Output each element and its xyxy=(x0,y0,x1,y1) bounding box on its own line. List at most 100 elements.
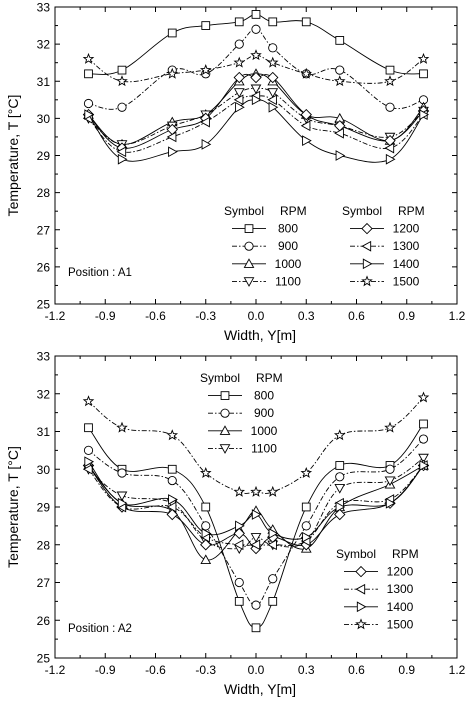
legend-label-1400: 1400 xyxy=(387,600,414,614)
series-line-800 xyxy=(88,13,424,75)
data-point-1400 xyxy=(168,494,178,505)
data-point-800 xyxy=(84,423,93,433)
data-point-1500 xyxy=(82,395,95,407)
data-point-900 xyxy=(167,475,177,486)
data-point-1200 xyxy=(233,527,245,540)
y-tick-label: 26 xyxy=(37,260,51,274)
data-point-1400 xyxy=(302,135,312,147)
y-tick-label: 32 xyxy=(37,387,51,401)
x-tick-label: -0.6 xyxy=(145,663,166,677)
series-1400 xyxy=(84,456,430,543)
data-point-1500 xyxy=(116,421,128,433)
data-point-1300 xyxy=(300,120,311,132)
x-tick-label: 0.9 xyxy=(398,309,415,323)
data-point-800 xyxy=(201,21,211,30)
x-tick-label: -0.3 xyxy=(195,663,216,677)
y-tick-label: 29 xyxy=(37,501,51,515)
data-point-1100 xyxy=(267,88,279,98)
data-point-1500 xyxy=(266,485,279,497)
legend-marker-1100 xyxy=(219,444,231,454)
x-tick-label: 0.3 xyxy=(298,309,315,323)
data-point-1500 xyxy=(266,56,279,68)
series-line-1400 xyxy=(88,461,424,540)
data-point-1200 xyxy=(250,71,262,84)
data-point-900 xyxy=(335,472,345,482)
series-1500 xyxy=(82,49,430,87)
legend-header-symbol: Symbol xyxy=(224,204,264,218)
data-point-1500 xyxy=(166,429,179,441)
legend-header-symbol: Symbol xyxy=(200,371,240,385)
data-point-1400 xyxy=(168,146,178,158)
chart-position-a1: -1.2 -0.9 -0.6 -0.3 0.0 0.3 0.6 0.9 1.2 25 26 27 28 2… xyxy=(5,1,466,344)
data-point-1300 xyxy=(166,501,177,513)
data-point-800 xyxy=(167,28,177,38)
data-point-1500 xyxy=(333,75,346,87)
x-tick-label: 1.2 xyxy=(449,663,466,677)
data-point-900 xyxy=(234,39,244,49)
x-tick-label: 0.9 xyxy=(398,663,415,677)
x-tick-label: -0.9 xyxy=(95,309,116,323)
legend-marker-1300 xyxy=(361,240,372,252)
y-axis-label: Temperature, T [°C] xyxy=(5,95,21,217)
series-1500 xyxy=(82,391,430,497)
legend-marker-900 xyxy=(220,408,230,418)
data-point-1500 xyxy=(233,56,246,68)
data-point-1500 xyxy=(199,64,212,76)
data-point-1100 xyxy=(116,491,128,502)
y-tick-label: 25 xyxy=(37,298,51,312)
y-tick-label: 31 xyxy=(37,425,51,439)
data-point-1400 xyxy=(84,456,95,468)
data-point-800 xyxy=(234,597,244,606)
legend-marker-1500 xyxy=(355,618,367,630)
data-point-1200 xyxy=(166,508,178,521)
legend-label-900: 900 xyxy=(254,406,274,420)
data-point-1500 xyxy=(333,429,346,441)
legend-label-1300: 1300 xyxy=(393,239,420,253)
y-tick-label: 30 xyxy=(37,112,51,126)
data-point-1400 xyxy=(335,150,346,161)
data-point-900 xyxy=(268,574,278,584)
data-point-1400 xyxy=(84,109,95,121)
x-tick-label: 0.0 xyxy=(248,663,265,677)
data-point-1500 xyxy=(166,67,179,79)
data-point-900 xyxy=(418,434,429,444)
series-line-1300 xyxy=(88,95,424,153)
data-point-800 xyxy=(201,502,211,512)
x-tick-label: -0.3 xyxy=(195,309,216,323)
chart-position-a2: -1.2 -0.9 -0.6 -0.3 0.0 0.3 0.6 0.9 1.2 25 26 27 28 2… xyxy=(5,350,466,698)
legend-marker-800 xyxy=(244,224,254,233)
legend-header-rpm: RPM xyxy=(256,371,283,385)
data-point-1300 xyxy=(267,539,277,551)
legend-marker-1400 xyxy=(356,601,367,613)
legend-label-800: 800 xyxy=(278,222,298,236)
x-tick-label: 1.2 xyxy=(449,309,466,323)
data-point-900 xyxy=(335,65,345,75)
data-point-1400 xyxy=(201,138,212,150)
data-point-1500 xyxy=(233,485,246,497)
data-point-1100 xyxy=(233,88,245,98)
data-point-800 xyxy=(251,10,261,19)
data-point-1400 xyxy=(335,501,346,513)
legend-header-rpm: RPM xyxy=(398,204,425,218)
x-tick-label: -0.9 xyxy=(95,663,116,677)
data-point-900 xyxy=(251,24,261,34)
data-point-1100 xyxy=(250,84,262,95)
legend-label-1000: 1000 xyxy=(251,424,278,438)
data-point-1400 xyxy=(251,509,262,520)
legend-label-1200: 1200 xyxy=(387,565,414,579)
series-1100 xyxy=(83,453,429,555)
data-point-1500 xyxy=(384,75,396,87)
data-point-800 xyxy=(385,65,395,75)
legend-group: Symbol RPM 1200 1300 1400 1500 xyxy=(336,547,419,631)
x-tick-label: -0.6 xyxy=(145,309,166,323)
x-tick-label: 0.0 xyxy=(248,309,265,323)
x-axis-label: Width, Y[m] xyxy=(224,327,296,343)
legend-label-1100: 1100 xyxy=(275,274,301,288)
data-point-900 xyxy=(117,468,127,478)
legend-label-1500: 1500 xyxy=(393,274,420,288)
y-tick-label: 32 xyxy=(37,38,51,52)
data-point-1300 xyxy=(334,127,344,139)
series-line-1400 xyxy=(88,99,424,163)
legend-label-800: 800 xyxy=(254,389,274,403)
data-point-800 xyxy=(335,36,345,45)
